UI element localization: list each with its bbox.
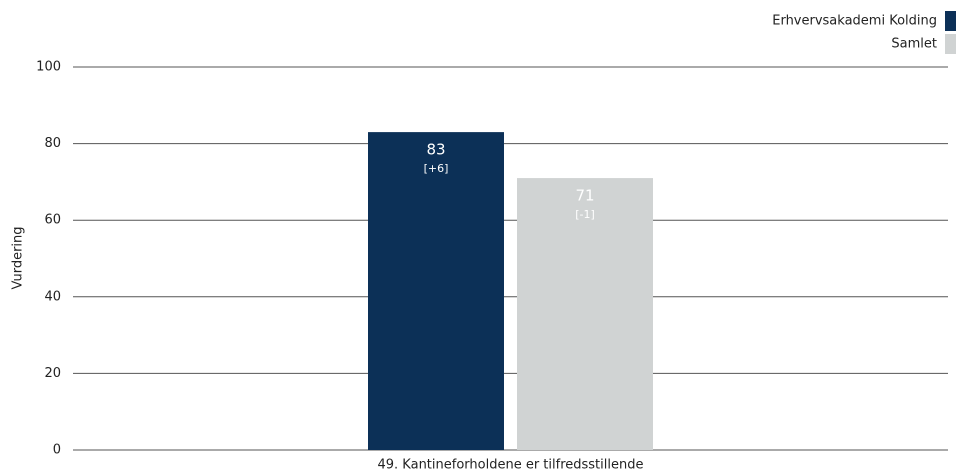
y-tick-label: 0 [53,443,61,458]
x-tick-label: 49. Kantineforholdene er tilfredsstillen… [378,458,644,473]
bar [517,178,653,450]
legend-swatch [945,34,956,54]
data-label: 83 [426,141,445,159]
legend-label: Samlet [891,37,937,52]
legend-label: Erhvervsakademi Kolding [772,14,937,29]
legend-swatch [945,11,956,31]
bar [368,132,504,451]
change-label: [-1] [575,208,595,221]
y-tick-label: 60 [44,213,61,228]
y-tick-label: 20 [44,366,61,381]
data-label: 71 [575,187,594,205]
change-label: [+6] [424,162,449,175]
y-tick-label: 80 [44,136,61,151]
y-tick-label: 100 [36,60,61,75]
y-tick-label: 40 [44,289,61,304]
y-axis-label: Vurdering [11,226,26,289]
